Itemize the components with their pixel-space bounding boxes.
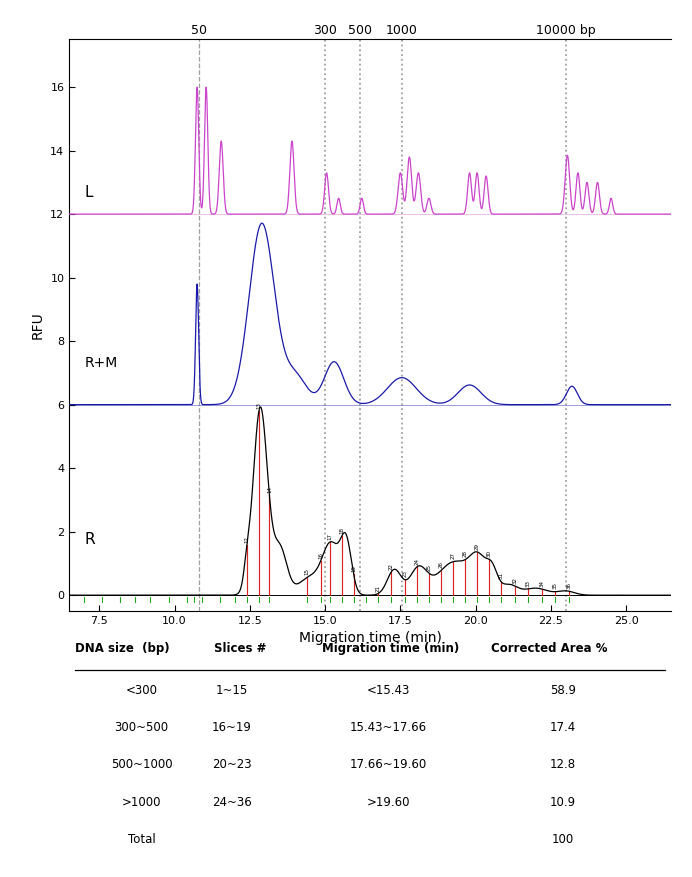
Text: 26: 26 [439, 561, 444, 568]
Text: DNA size  (bp): DNA size (bp) [75, 642, 170, 655]
Text: <300: <300 [125, 684, 158, 696]
Text: 23: 23 [402, 570, 408, 577]
Text: 34: 34 [539, 580, 545, 587]
Y-axis label: RFU: RFU [30, 311, 45, 339]
Text: 36: 36 [566, 582, 572, 589]
Text: 14: 14 [267, 486, 272, 493]
Text: 27: 27 [450, 553, 455, 560]
Text: <15.43: <15.43 [367, 684, 410, 696]
Text: 24: 24 [415, 558, 419, 565]
Text: >1000: >1000 [122, 795, 161, 809]
Text: 58.9: 58.9 [550, 684, 576, 696]
Text: 33: 33 [526, 580, 531, 587]
Text: 16: 16 [318, 552, 323, 559]
Text: Slices #: Slices # [214, 642, 266, 655]
Text: 31: 31 [499, 573, 504, 580]
Text: R+M: R+M [84, 355, 118, 369]
Text: 21: 21 [375, 584, 380, 591]
Text: 10.9: 10.9 [550, 795, 576, 809]
Text: Migration time (min): Migration time (min) [322, 642, 459, 655]
Text: 13: 13 [256, 403, 262, 410]
Text: 16~19: 16~19 [212, 721, 252, 734]
Text: 17.66~19.60: 17.66~19.60 [349, 759, 427, 772]
Text: 30: 30 [486, 550, 491, 557]
Text: 29: 29 [475, 543, 480, 550]
Text: 20~23: 20~23 [212, 759, 252, 772]
Text: 12.8: 12.8 [550, 759, 576, 772]
X-axis label: Migration time (min): Migration time (min) [299, 631, 441, 645]
Text: 100: 100 [552, 833, 574, 846]
Text: 300~500: 300~500 [114, 721, 169, 734]
Text: 1~15: 1~15 [216, 684, 248, 696]
Text: 12: 12 [244, 536, 249, 543]
Text: 32: 32 [512, 577, 517, 584]
Text: 35: 35 [553, 582, 558, 589]
Text: 22: 22 [389, 563, 394, 570]
Text: >19.60: >19.60 [367, 795, 410, 809]
Text: 18: 18 [339, 527, 344, 534]
Text: 500~1000: 500~1000 [111, 759, 172, 772]
Text: 28: 28 [462, 551, 468, 558]
Text: 19: 19 [351, 565, 356, 572]
Text: 15.43~17.66: 15.43~17.66 [349, 721, 427, 734]
Text: Corrected Area %: Corrected Area % [491, 642, 607, 655]
Text: Total: Total [127, 833, 155, 846]
Text: L: L [84, 185, 93, 200]
Text: R: R [84, 532, 95, 547]
Text: 25: 25 [426, 564, 431, 571]
Text: 24~36: 24~36 [212, 795, 252, 809]
Text: 15: 15 [304, 568, 309, 575]
Text: 17: 17 [327, 533, 332, 540]
Text: 17.4: 17.4 [549, 721, 576, 734]
